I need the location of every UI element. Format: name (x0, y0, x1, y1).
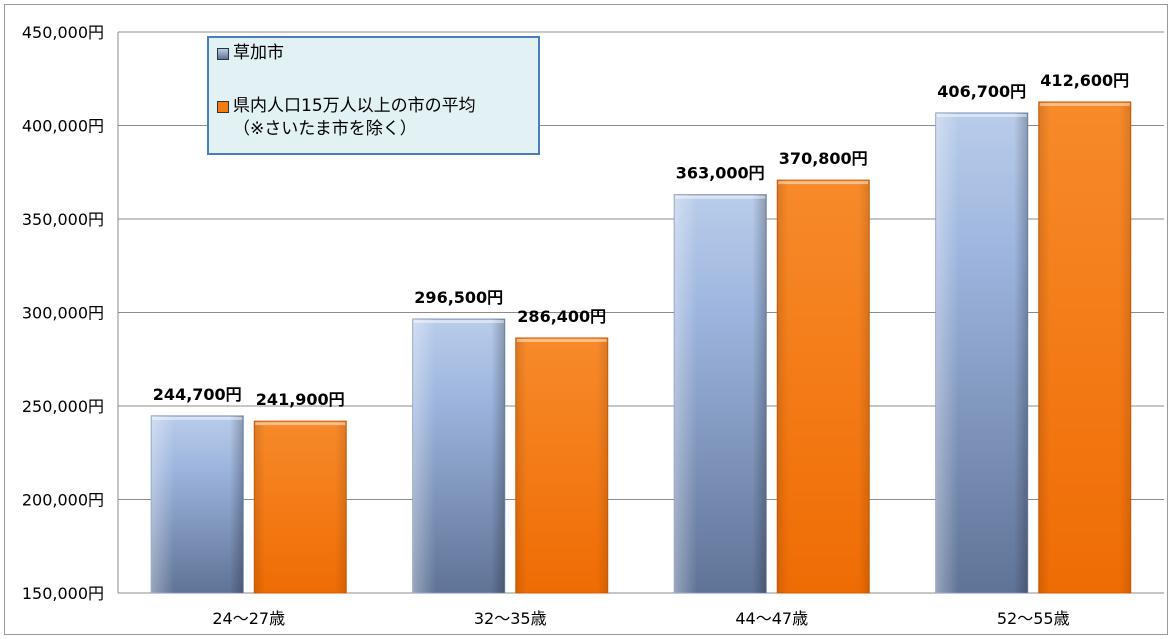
data-label: 244,700円 (153, 385, 242, 404)
x-tick-label: 24～27歳 (212, 609, 285, 628)
y-tick-label: 250,000円 (22, 397, 104, 416)
bar-shading (412, 319, 505, 593)
bar-shading (674, 194, 767, 593)
y-tick-label: 400,000円 (22, 117, 104, 136)
bar-shading (515, 337, 608, 593)
y-tick-label: 350,000円 (22, 210, 104, 229)
bars (150, 101, 1132, 594)
legend-item-series-1: 草加市 (215, 42, 532, 65)
bar-highlight (413, 320, 504, 324)
y-tick-label: 150,000円 (22, 584, 104, 603)
data-label: 406,700円 (937, 82, 1026, 101)
bar-shading (151, 415, 244, 593)
bar-shading (254, 421, 347, 593)
bar-shading (777, 180, 870, 593)
x-tick-label: 32～35歳 (474, 609, 547, 628)
y-tick-label: 450,000円 (22, 23, 104, 42)
data-label: 286,400円 (517, 307, 606, 326)
y-axis-tick-labels: 150,000円 200,000円 250,000円 300,000円 350,000円… (22, 23, 104, 603)
legend: 草加市 県内人口15万人以上の市の平均 （※さいたま市を除く） (207, 36, 540, 155)
bar-highlight (516, 338, 607, 342)
bar-shading (935, 112, 1028, 593)
data-label: 412,600円 (1040, 71, 1129, 90)
legend-label-series-1: 草加市 (233, 43, 284, 63)
bar-highlight (936, 113, 1027, 117)
data-label: 363,000円 (676, 164, 765, 183)
legend-item-series-2: 県内人口15万人以上の市の平均 （※さいたま市を除く） (215, 95, 532, 141)
bar-highlight (152, 416, 243, 420)
legend-swatch-series-2 (217, 101, 229, 113)
bar-highlight (778, 181, 869, 185)
x-axis-tick-labels: 24～27歳 32～35歳 44～47歳 52～55歳 (212, 609, 1069, 628)
bar-highlight (675, 195, 766, 199)
y-tick-label: 200,000円 (22, 491, 104, 510)
data-label: 241,900円 (256, 390, 345, 409)
legend-label-series-2: 県内人口15万人以上の市の平均 （※さいたま市を除く） (233, 96, 476, 139)
y-tick-label: 300,000円 (22, 304, 104, 323)
data-label: 370,800円 (779, 149, 868, 168)
x-tick-label: 52～55歳 (997, 609, 1070, 628)
bar-highlight (1039, 102, 1130, 106)
legend-swatch-series-1 (217, 48, 229, 60)
bar-shading (1038, 101, 1131, 594)
data-label: 296,500円 (414, 288, 503, 307)
x-tick-label: 44～47歳 (735, 609, 808, 628)
data-labels: 244,700円 241,900円 296,500円 286,400円 363,000円… (153, 71, 1129, 409)
bar-highlight (255, 422, 346, 426)
